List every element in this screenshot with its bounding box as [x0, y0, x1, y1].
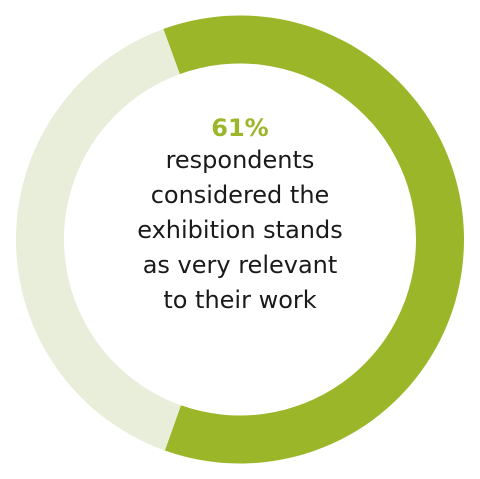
- caption-line: as very relevant: [142, 251, 338, 279]
- percentage-label: 61%: [211, 114, 269, 142]
- caption-line: respondents: [165, 146, 315, 174]
- donut-slice-highlight: [163, 15, 464, 464]
- caption-text: respondents considered the exhibition st…: [90, 143, 390, 318]
- caption-line: to their work: [163, 286, 317, 314]
- donut-slice-remainder: [15, 29, 181, 451]
- caption-line: exhibition stands: [137, 216, 343, 244]
- caption-line: considered the: [150, 181, 330, 209]
- center-label: 61% respondents considered the exhibitio…: [90, 113, 390, 318]
